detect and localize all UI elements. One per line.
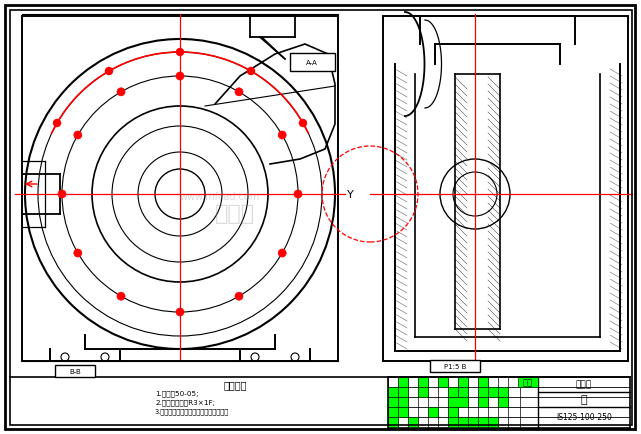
Text: IS125-100-250: IS125-100-250 bbox=[556, 413, 612, 421]
Bar bbox=[448, 417, 458, 427]
Bar bbox=[428, 407, 438, 417]
Circle shape bbox=[74, 250, 82, 257]
Bar bbox=[448, 387, 458, 397]
Text: P1:5 B: P1:5 B bbox=[444, 363, 466, 369]
Bar bbox=[438, 377, 448, 387]
Circle shape bbox=[54, 120, 60, 127]
Bar bbox=[398, 397, 408, 407]
Bar bbox=[22, 17, 338, 361]
Bar bbox=[498, 387, 508, 397]
Circle shape bbox=[74, 132, 82, 140]
Bar bbox=[458, 387, 468, 397]
Bar bbox=[430, 360, 480, 372]
Bar bbox=[388, 417, 398, 427]
Bar bbox=[388, 377, 630, 429]
Circle shape bbox=[278, 250, 286, 257]
Bar bbox=[518, 377, 538, 387]
Bar bbox=[458, 377, 468, 387]
Bar bbox=[448, 397, 468, 407]
Bar bbox=[388, 387, 398, 397]
Circle shape bbox=[117, 89, 125, 97]
Bar bbox=[418, 387, 428, 397]
Circle shape bbox=[176, 308, 184, 316]
Text: 泵: 泵 bbox=[581, 394, 587, 404]
Text: B-B: B-B bbox=[69, 368, 81, 374]
Circle shape bbox=[247, 69, 254, 76]
Circle shape bbox=[235, 89, 243, 97]
Circle shape bbox=[278, 132, 286, 140]
Bar bbox=[55, 365, 95, 377]
Bar bbox=[478, 377, 488, 387]
Text: 3.模心孔应压实，不得疏松，进行密封。: 3.模心孔应压实，不得疏松，进行密封。 bbox=[155, 408, 229, 414]
Text: 沐风网: 沐风网 bbox=[215, 204, 255, 224]
Bar bbox=[388, 397, 398, 407]
Text: 1.铸铁件50-05;: 1.铸铁件50-05; bbox=[155, 390, 199, 396]
Bar bbox=[478, 397, 488, 407]
Bar bbox=[478, 387, 488, 397]
Circle shape bbox=[58, 191, 66, 198]
Bar bbox=[398, 377, 408, 387]
Bar bbox=[458, 417, 468, 427]
Bar bbox=[478, 417, 488, 427]
Circle shape bbox=[106, 69, 113, 76]
Text: 名称图: 名称图 bbox=[576, 380, 592, 388]
Text: www.mfcad.com: www.mfcad.com bbox=[180, 191, 260, 201]
Bar bbox=[408, 417, 418, 427]
Text: 图纸: 图纸 bbox=[523, 378, 533, 387]
Bar bbox=[448, 407, 458, 417]
Circle shape bbox=[235, 293, 243, 300]
Circle shape bbox=[176, 73, 184, 81]
Bar bbox=[398, 387, 408, 397]
Bar bbox=[418, 377, 428, 387]
Text: A-A: A-A bbox=[306, 60, 318, 66]
Text: 技术要求: 技术要求 bbox=[223, 379, 247, 389]
Bar bbox=[488, 417, 498, 427]
Circle shape bbox=[176, 49, 183, 56]
Text: 2.未注铸造圆角R3×1F;: 2.未注铸造圆角R3×1F; bbox=[155, 399, 215, 405]
Bar bbox=[488, 387, 498, 397]
Circle shape bbox=[299, 120, 306, 127]
Text: Y: Y bbox=[347, 190, 353, 200]
Circle shape bbox=[294, 191, 302, 198]
Circle shape bbox=[117, 293, 125, 300]
Bar bbox=[388, 407, 398, 417]
Bar bbox=[398, 407, 408, 417]
Bar bbox=[498, 397, 508, 407]
Bar bbox=[290, 54, 335, 72]
Bar bbox=[468, 417, 478, 427]
Bar bbox=[383, 17, 628, 361]
